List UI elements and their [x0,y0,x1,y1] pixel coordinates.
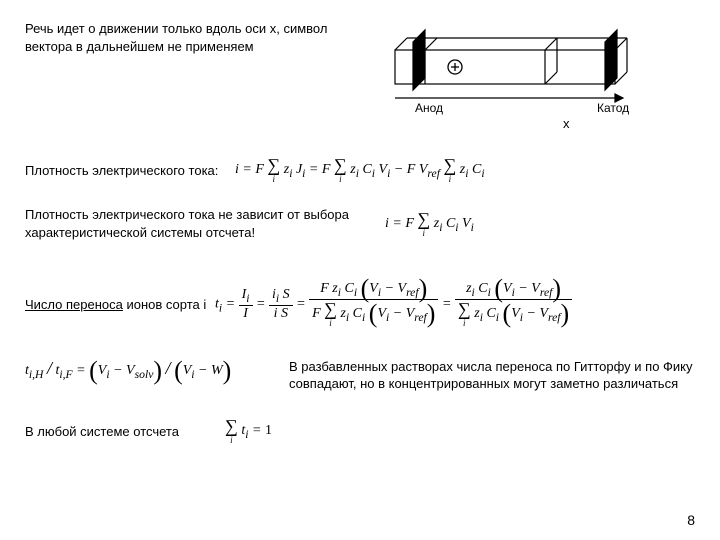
intro-text: Речь идет о движении только вдоль оси x,… [25,20,365,130]
density-label: Плотность электрического тока: [25,163,235,178]
any-frame-label: В любой системе отсчета [25,424,225,439]
dilute-text: В разбавленных растворах числа переноса … [275,358,695,393]
page-number: 8 [687,512,695,528]
eq-transference-number: ti = IiI = ii Si S = F zi Ci (Vi − Vref)… [215,281,572,328]
eq-current-density-full: i = F ∑i zi Ji = F ∑i zi Ci Vi − F Vref … [235,156,485,184]
cathode-label: Катод [597,101,629,115]
eq-current-density-short: i = F ∑i zi Ci Vi [385,210,474,238]
x-axis-label: x [563,116,570,131]
eq-hittorf-fick-ratio: ti,H / ti,F = (Vi − Vsolv) / (Vi − W) [25,358,275,381]
anode-label: Анод [415,101,443,115]
cell-diagram: Анод Катод x [365,20,695,130]
transference-label: Число переноса ионов сорта i [25,297,215,312]
eq-sum-t: ∑i ti = 1 [225,417,272,445]
density-independent: Плотность электрического тока не зависит… [25,206,385,241]
